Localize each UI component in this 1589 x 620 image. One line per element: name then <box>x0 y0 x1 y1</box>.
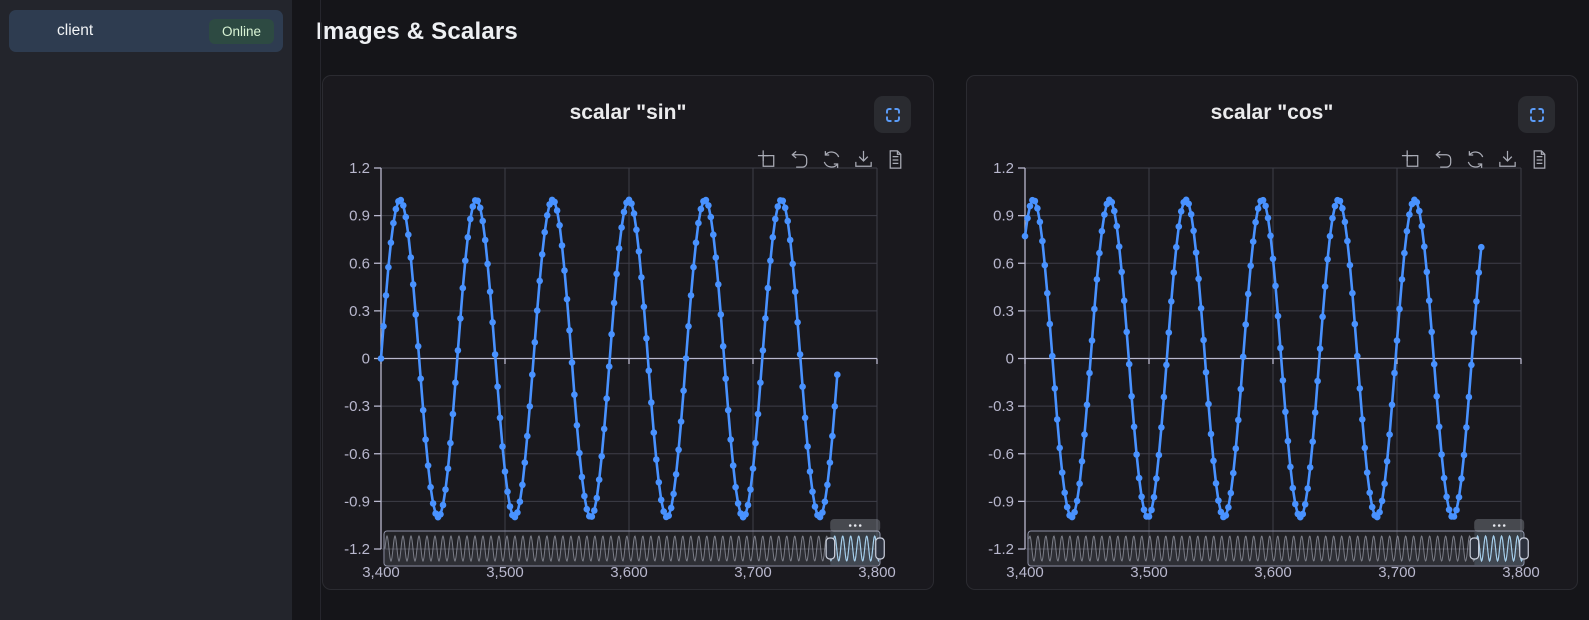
datazoom-shadow-area <box>385 536 879 565</box>
svg-text:3,400: 3,400 <box>1006 564 1044 581</box>
chart-panel-cos: scalar "cos" 1.2 0.9 0.6 0.3 0 -0.3 -0.6 -0.9 -1… <box>966 75 1578 590</box>
axis-labels: 1.2 0.9 0.6 0.3 0 -0.3 -0.6 -0.9 -1.2 3,400 3,500 3… <box>344 160 896 581</box>
charts-row: scalar "sin" 1.2 0.9 0.6 0.3 0 -0.3 -0.6 -0.9 -1… <box>322 75 1589 590</box>
client-label: client <box>57 22 94 39</box>
svg-text:-0.3: -0.3 <box>988 398 1014 415</box>
save-as-image-icon[interactable] <box>852 148 875 171</box>
svg-text:3,400: 3,400 <box>362 564 400 581</box>
chart-canvas-sin[interactable]: 1.2 0.9 0.6 0.3 0 -0.3 -0.6 -0.9 -1.2 3,400 3,500 3… <box>323 148 935 591</box>
svg-text:1.2: 1.2 <box>349 160 370 177</box>
datazoom-shadow-line <box>384 534 880 563</box>
svg-text:1.2: 1.2 <box>993 160 1014 177</box>
svg-text:-1.2: -1.2 <box>344 541 370 558</box>
datazoom-handle-left[interactable] <box>825 537 836 560</box>
datazoom-shadow-line <box>1028 534 1524 563</box>
svg-text:-0.3: -0.3 <box>344 398 370 415</box>
svg-text:3,500: 3,500 <box>1130 564 1168 581</box>
svg-text:-1.2: -1.2 <box>988 541 1014 558</box>
datazoom-slider[interactable] <box>383 519 885 567</box>
chart-toolbar <box>1400 148 1551 171</box>
svg-text:0.3: 0.3 <box>993 303 1014 320</box>
svg-text:-0.9: -0.9 <box>344 493 370 510</box>
series-points <box>1021 196 1485 521</box>
datazoom-handle-left[interactable] <box>1469 537 1480 560</box>
svg-text:3,600: 3,600 <box>610 564 648 581</box>
sidebar-divider <box>320 0 321 620</box>
svg-text:3,800: 3,800 <box>858 564 896 581</box>
svg-text:0.9: 0.9 <box>349 208 370 225</box>
fullscreen-expand-icon <box>1529 107 1544 122</box>
zoom-back-icon[interactable] <box>1432 148 1455 171</box>
datazoom-slider[interactable] <box>1027 519 1529 567</box>
data-view-icon[interactable] <box>884 148 907 171</box>
restore-icon[interactable] <box>820 148 843 171</box>
sidebar-item-client[interactable]: client Online <box>9 10 283 52</box>
fullscreen-button[interactable] <box>1518 96 1555 133</box>
chart-title-sin: scalar "sin" <box>569 101 687 124</box>
main-content: Images & Scalars scalar "sin" 1.2 0.9 0.6 0… <box>292 0 1589 620</box>
svg-text:0.6: 0.6 <box>349 255 370 272</box>
page-title: Images & Scalars <box>316 18 518 45</box>
zoom-select-icon[interactable] <box>1400 148 1423 171</box>
chart-panel-sin: scalar "sin" 1.2 0.9 0.6 0.3 0 -0.3 -0.6 -0.9 -1… <box>322 75 934 590</box>
zoom-back-icon[interactable] <box>788 148 811 171</box>
svg-text:3,800: 3,800 <box>1502 564 1540 581</box>
chart-canvas-cos[interactable]: 1.2 0.9 0.6 0.3 0 -0.3 -0.6 -0.9 -1.2 3,400 3,500 3… <box>967 148 1579 591</box>
x-axis-zero-line <box>380 357 878 364</box>
svg-text:0.6: 0.6 <box>993 255 1014 272</box>
svg-text:0.3: 0.3 <box>349 303 370 320</box>
status-badge: Online <box>208 18 274 44</box>
svg-text:-0.6: -0.6 <box>988 446 1014 463</box>
restore-icon[interactable] <box>1464 148 1487 171</box>
x-axis-zero-line <box>1024 357 1522 364</box>
y-axis <box>1018 167 1026 550</box>
svg-text:3,700: 3,700 <box>734 564 772 581</box>
svg-text:0: 0 <box>362 351 370 368</box>
fullscreen-expand-icon <box>885 107 900 122</box>
datazoom-handle-right[interactable] <box>875 537 885 560</box>
svg-text:3,700: 3,700 <box>1378 564 1416 581</box>
svg-text:-0.6: -0.6 <box>344 446 370 463</box>
svg-text:3,600: 3,600 <box>1254 564 1292 581</box>
data-view-icon[interactable] <box>1528 148 1551 171</box>
datazoom-handle-right[interactable] <box>1519 537 1529 560</box>
series-points <box>377 196 841 521</box>
chart-toolbar <box>756 148 907 171</box>
zoom-select-icon[interactable] <box>756 148 779 171</box>
svg-text:0.9: 0.9 <box>993 208 1014 225</box>
sidebar: client Online <box>0 0 292 620</box>
chart-title-cos: scalar "cos" <box>1210 101 1334 124</box>
save-as-image-icon[interactable] <box>1496 148 1519 171</box>
svg-text:0: 0 <box>1006 351 1014 368</box>
svg-text:3,500: 3,500 <box>486 564 524 581</box>
svg-text:-0.9: -0.9 <box>988 493 1014 510</box>
fullscreen-button[interactable] <box>874 96 911 133</box>
axis-labels: 1.2 0.9 0.6 0.3 0 -0.3 -0.6 -0.9 -1.2 3,400 3,500 3… <box>988 160 1540 581</box>
